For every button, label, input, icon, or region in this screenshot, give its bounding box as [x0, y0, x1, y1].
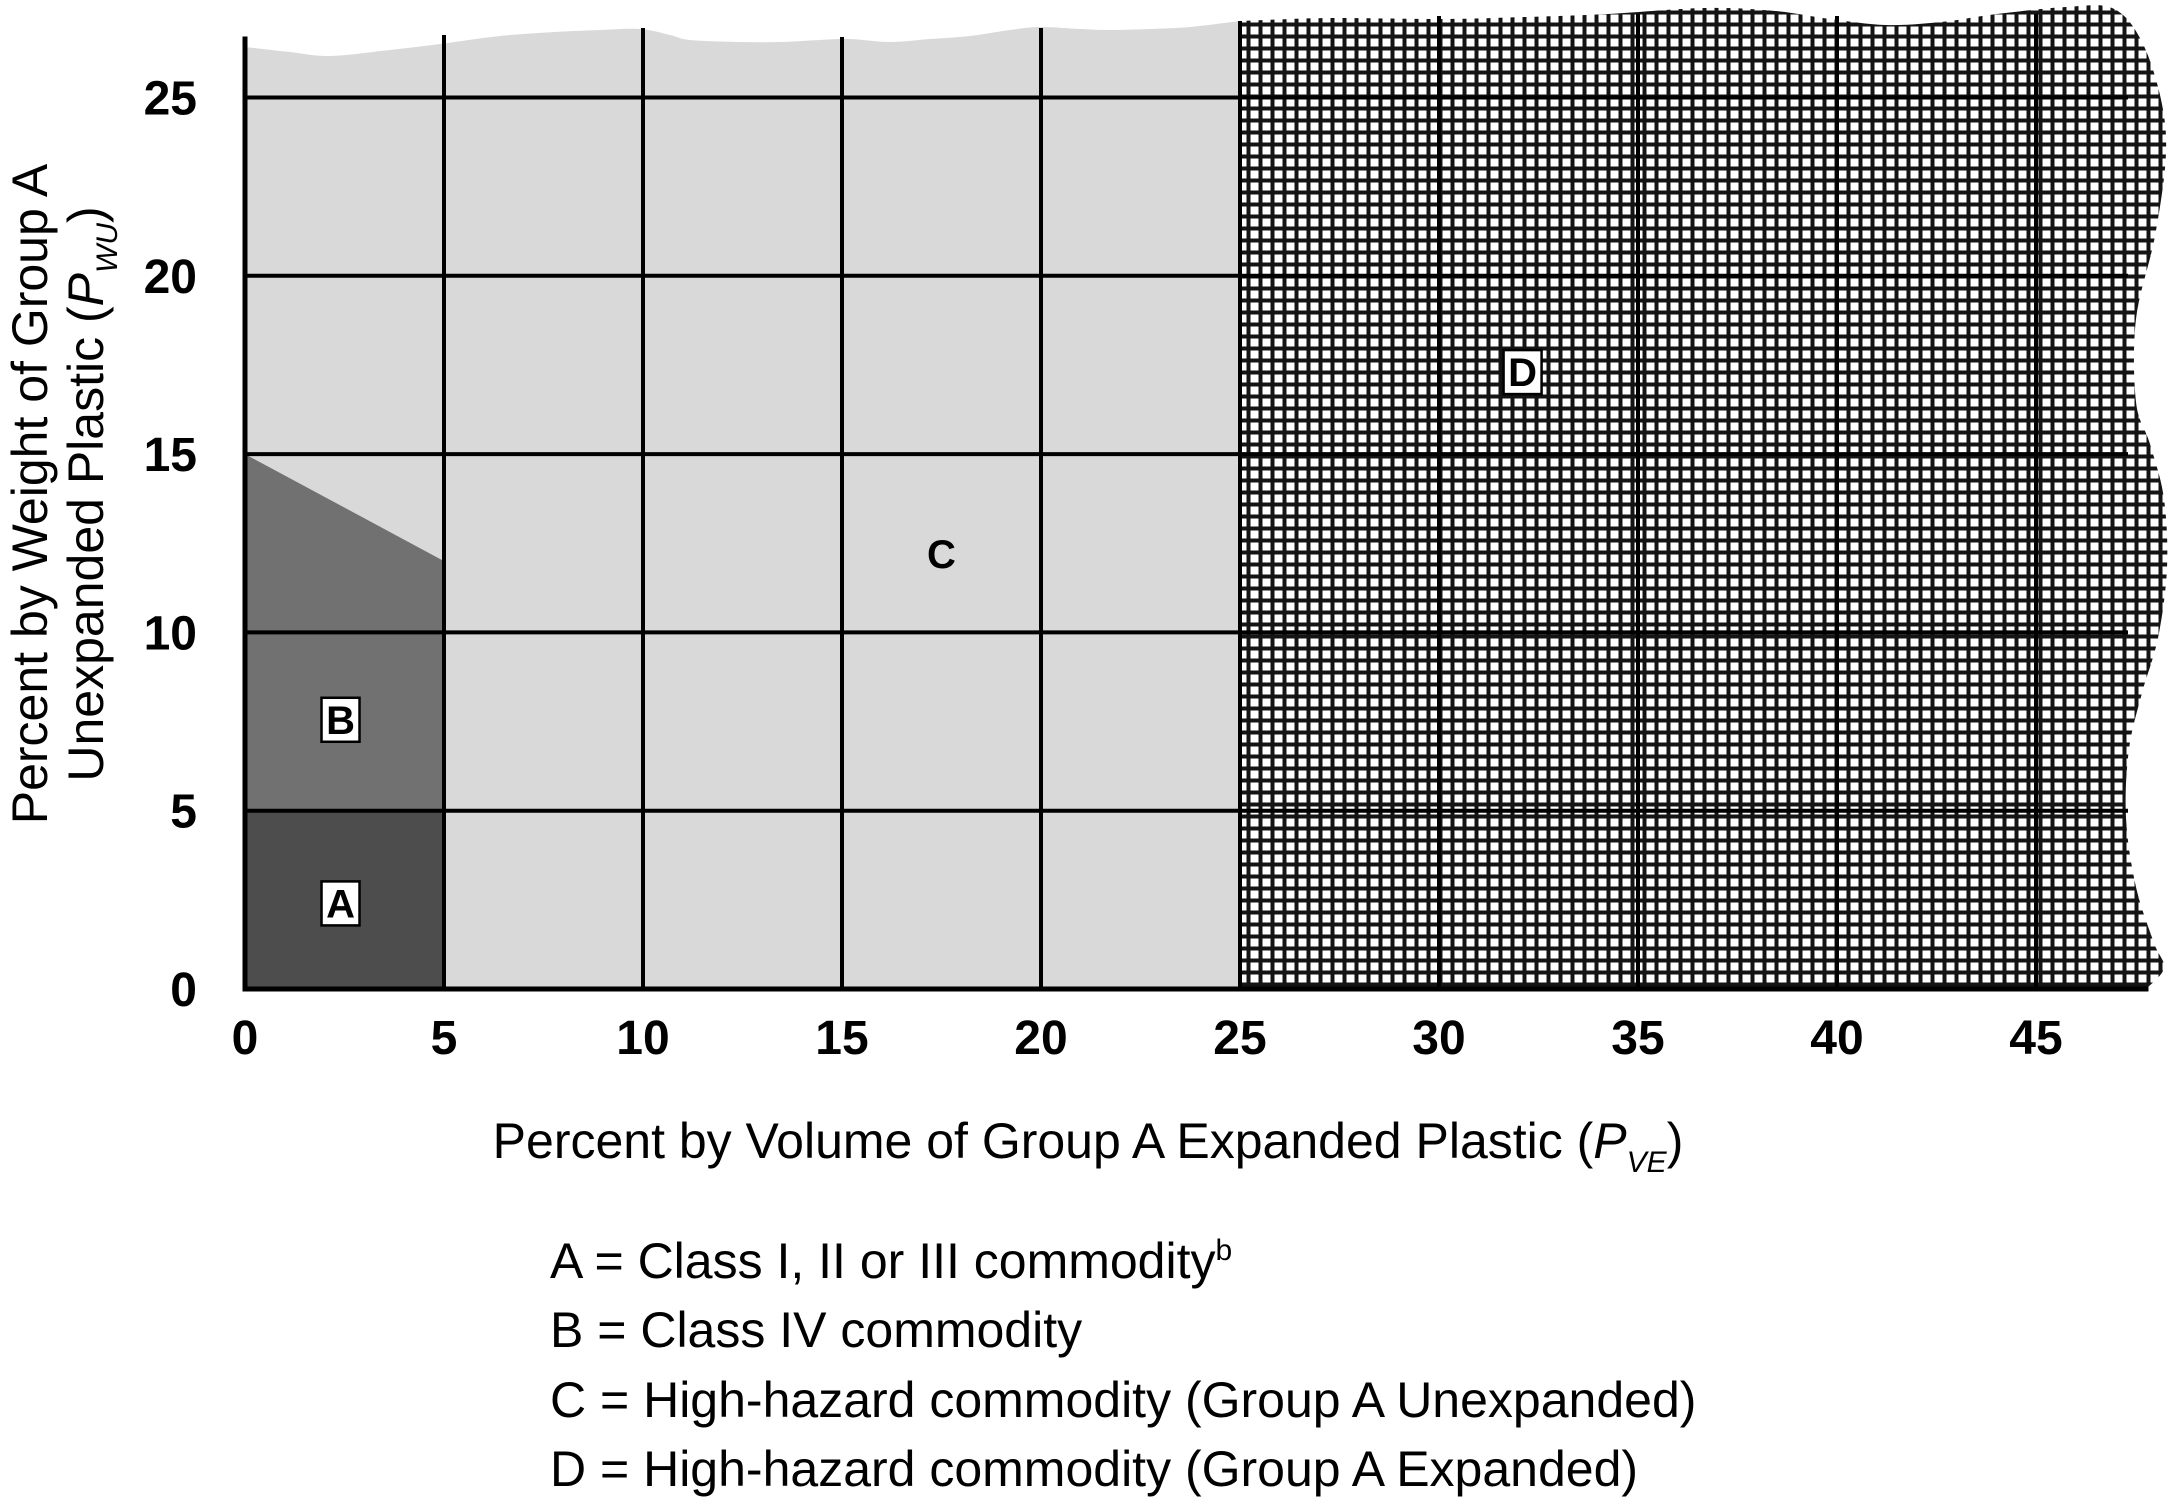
x-tick-label: 15 — [815, 1012, 868, 1065]
region-label-box — [320, 880, 361, 927]
y-tick-label: 15 — [144, 429, 197, 482]
legend: A = Class I, II or III commodityb B = Cl… — [550, 1233, 1696, 1497]
region-label-box — [1502, 348, 1543, 396]
x-axis-title: Percent by Volume of Group A Expanded Pl… — [493, 1113, 1684, 1179]
legend-item-text: A = Class I, II or III commodity — [550, 1233, 1215, 1289]
legend-item-c: C = High-hazard commodity (Group A Unexp… — [550, 1372, 1696, 1428]
region-c — [245, 21, 1240, 989]
y-axis-title-variable: P — [58, 272, 114, 306]
legend-footnote-marker: b — [1215, 1234, 1232, 1267]
x-axis-title-subscript: VE — [1627, 1146, 1668, 1179]
regions-layer — [245, 5, 2168, 990]
y-tick-label: 5 — [170, 786, 197, 839]
y-tick-label: 10 — [144, 607, 197, 660]
x-tick-label: 20 — [1014, 1012, 1067, 1065]
x-axis-title-text: Percent by Volume of Group A Expanded Pl… — [493, 1113, 1594, 1169]
x-axis-title-variable: P — [1593, 1113, 1627, 1169]
region-label-c: C — [927, 533, 956, 577]
legend-item-d: D = High-hazard commodity (Group A Expan… — [550, 1441, 1638, 1497]
x-tick-label: 45 — [2009, 1012, 2062, 1065]
y-axis-title-close: ) — [58, 206, 114, 223]
region-label-b: B — [320, 696, 361, 744]
x-tick-label: 25 — [1213, 1012, 1266, 1065]
x-tick-label: 10 — [616, 1012, 669, 1065]
x-tick-label: 40 — [1810, 1012, 1863, 1065]
y-axis-title-text: Unexpanded Plastic ( — [58, 306, 114, 782]
region-label-box — [320, 696, 361, 744]
y-tick-label: 0 — [170, 964, 197, 1017]
x-tick-label: 30 — [1412, 1012, 1465, 1065]
y-axis-title-subscript: WU — [91, 223, 124, 273]
region-label-a: A — [320, 880, 361, 927]
y-tick-label: 20 — [144, 251, 197, 304]
legend-item-a: A = Class I, II or III commodityb — [550, 1233, 1232, 1289]
region-labels-layer: A B C D — [320, 348, 1543, 927]
tick-labels-layer: 0 5 10 15 20 25 30 35 40 45 0 5 10 15 20 25 — [144, 73, 2063, 1066]
legend-item-b: B = Class IV commodity — [550, 1302, 1082, 1358]
y-axis-title-line2: Unexpanded Plastic (PWU) — [58, 206, 124, 781]
region-label-text: C — [927, 533, 956, 577]
grid-layer — [242, 14, 2149, 992]
region-label-d: D — [1502, 348, 1543, 396]
x-axis-title-close: ) — [1667, 1113, 1684, 1169]
region-d — [1240, 5, 2168, 990]
y-tick-label: 25 — [144, 73, 197, 126]
x-tick-label: 5 — [431, 1012, 458, 1065]
x-tick-label: 0 — [232, 1012, 259, 1065]
x-tick-label: 35 — [1611, 1012, 1664, 1065]
region-label-text: A — [326, 882, 355, 926]
region-label-text: B — [326, 699, 355, 743]
region-label-text: D — [1508, 351, 1537, 395]
y-axis-title-line1: Percent by Weight of Group A — [2, 163, 58, 824]
